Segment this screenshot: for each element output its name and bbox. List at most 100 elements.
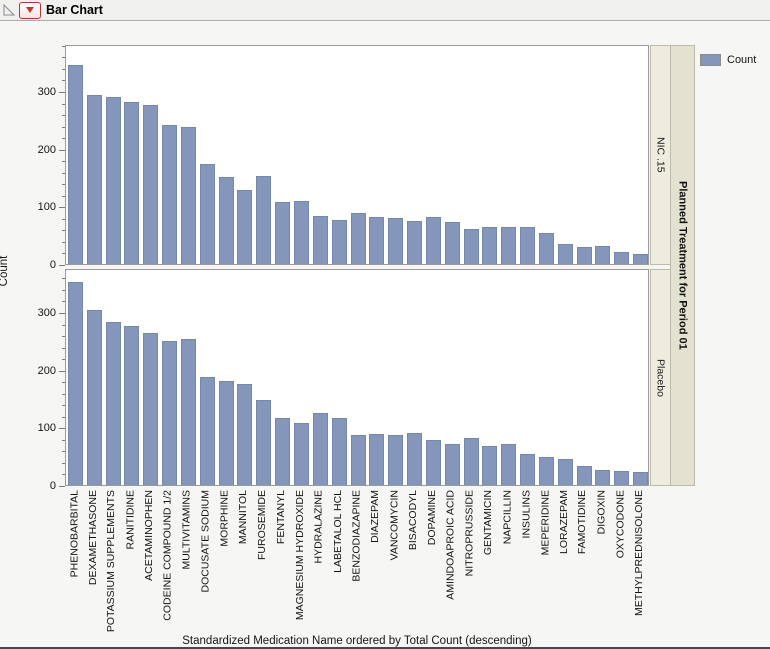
bar[interactable] <box>501 227 516 264</box>
panel-Placebo <box>65 269 649 486</box>
y-minor-tick <box>62 242 65 243</box>
bar[interactable] <box>143 105 158 264</box>
bar[interactable] <box>275 202 290 264</box>
bar[interactable] <box>445 444 460 485</box>
y-tick-label: 0 <box>49 259 56 271</box>
bar[interactable] <box>426 440 441 485</box>
bar[interactable] <box>577 466 592 485</box>
y-minor-tick <box>62 253 65 254</box>
category-label: ACETAMINOPHEN <box>143 490 156 581</box>
bar[interactable] <box>275 418 290 485</box>
bar[interactable] <box>558 459 573 485</box>
bar[interactable] <box>351 213 366 264</box>
bar[interactable] <box>482 227 497 264</box>
bar[interactable] <box>482 446 497 485</box>
bar[interactable] <box>501 444 516 485</box>
bar[interactable] <box>87 95 102 264</box>
bar[interactable] <box>294 201 309 264</box>
bar[interactable] <box>200 164 215 264</box>
category-label: BENZODIAZAPINE <box>350 490 363 582</box>
bar[interactable] <box>539 233 554 264</box>
bar[interactable] <box>68 65 83 264</box>
bar[interactable] <box>595 246 610 264</box>
bar[interactable] <box>294 423 309 485</box>
bar[interactable] <box>520 227 535 264</box>
panel-NIC .15 <box>65 45 649 265</box>
y-tick-label: 100 <box>37 422 56 434</box>
bar[interactable] <box>313 216 328 264</box>
bar[interactable] <box>87 310 102 485</box>
y-minor-tick <box>62 325 65 326</box>
bar[interactable] <box>407 221 422 264</box>
y-minor-tick <box>62 57 65 58</box>
panel-strip-NIC .15: NIC .15 <box>650 45 671 265</box>
legend-swatch[interactable] <box>700 54 721 66</box>
bar[interactable] <box>181 339 196 485</box>
bar[interactable] <box>539 457 554 485</box>
red-triangle-menu-button[interactable] <box>19 1 41 19</box>
y-major-tick <box>59 313 65 314</box>
category-label: AMINDOAPROIC ACID <box>444 490 457 600</box>
legend: Count <box>700 54 756 66</box>
category-label: MANNITOL <box>237 490 250 545</box>
bar[interactable] <box>614 252 629 264</box>
panel-strip-Placebo: Placebo <box>650 269 671 486</box>
y-minor-tick <box>62 451 65 452</box>
bar[interactable] <box>520 454 535 485</box>
bar[interactable] <box>351 435 366 485</box>
bar[interactable] <box>68 282 83 485</box>
bar[interactable] <box>256 400 271 485</box>
bar[interactable] <box>614 471 629 485</box>
red-triangle-icon <box>26 7 34 13</box>
bar[interactable] <box>332 418 347 485</box>
bar[interactable] <box>558 244 573 264</box>
bar[interactable] <box>633 472 648 485</box>
bar[interactable] <box>464 229 479 264</box>
bar[interactable] <box>106 97 121 264</box>
bar[interactable] <box>162 341 177 485</box>
bar[interactable] <box>237 190 252 264</box>
category-label: DOCUSATE SODIUM <box>199 490 212 593</box>
y-minor-tick <box>62 80 65 81</box>
bar[interactable] <box>388 218 403 264</box>
y-minor-tick <box>62 278 65 279</box>
category-label: NAPCILLIN <box>501 490 514 545</box>
bar[interactable] <box>143 333 158 485</box>
bar[interactable] <box>313 413 328 485</box>
bar[interactable] <box>124 102 139 264</box>
y-minor-tick <box>62 394 65 395</box>
bar[interactable] <box>633 254 648 264</box>
bar[interactable] <box>162 125 177 264</box>
legend-label: Count <box>727 54 757 66</box>
y-minor-tick <box>62 405 65 406</box>
y-minor-tick <box>62 46 65 47</box>
bar[interactable] <box>106 322 121 485</box>
bar[interactable] <box>124 326 139 485</box>
bar[interactable] <box>181 127 196 264</box>
category-label: DEXAMETHASONE <box>86 490 99 586</box>
y-major-tick <box>59 371 65 372</box>
bar[interactable] <box>388 435 403 485</box>
y-minor-tick <box>62 440 65 441</box>
disclosure-triangle-icon[interactable] <box>2 3 16 17</box>
bar[interactable] <box>200 377 215 485</box>
report-header: Bar Chart <box>0 0 770 21</box>
category-label: MEPERIDINE <box>538 490 551 556</box>
bar[interactable] <box>464 438 479 485</box>
bar[interactable] <box>256 176 271 264</box>
bar[interactable] <box>332 220 347 264</box>
category-label: RANITIDINE <box>124 490 137 550</box>
bar[interactable] <box>369 434 384 485</box>
bar[interactable] <box>369 217 384 264</box>
category-label: DIGOXIN <box>595 490 608 535</box>
bar[interactable] <box>445 222 460 264</box>
bar[interactable] <box>426 217 441 264</box>
bar[interactable] <box>219 177 234 264</box>
category-label: MAGNESIUM HYDROXIDE <box>293 490 306 621</box>
bar[interactable] <box>595 470 610 485</box>
group-strip: Planned Treatment for Period 01 <box>670 45 695 486</box>
bar[interactable] <box>237 384 252 485</box>
bar[interactable] <box>219 381 234 485</box>
bar[interactable] <box>407 433 422 485</box>
bar[interactable] <box>577 247 592 264</box>
